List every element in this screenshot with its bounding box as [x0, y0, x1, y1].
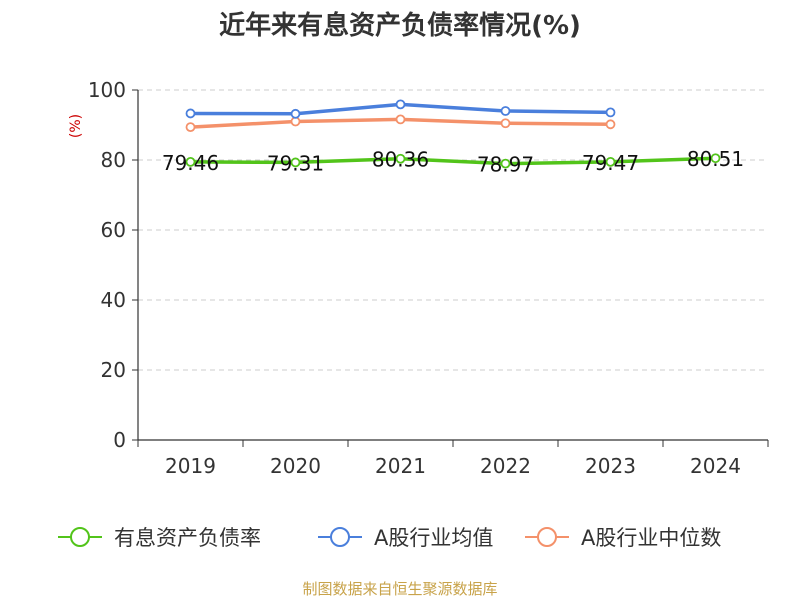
- data-label-2020: 79.31: [267, 151, 324, 175]
- series-2-point-2021: [395, 114, 406, 125]
- x-tick-label-2020: 2020: [270, 454, 321, 478]
- series-1-point-2022: [500, 106, 511, 116]
- x-tick-label-2019: 2019: [165, 454, 216, 478]
- legend: 有息资产负债率 A股行业均值 A股行业中位数: [58, 526, 721, 550]
- data-labels: 79.46 79.31 80.36 78.97 79.47 80.51: [162, 147, 744, 176]
- series-0-point-2024: [710, 153, 721, 164]
- series-2-point-2022: [500, 118, 511, 129]
- source-note: 制图数据来自恒生聚源数据库: [302, 580, 497, 598]
- x-tick-label-2024: 2024: [690, 454, 741, 478]
- series-2-point-2019: [185, 122, 196, 132]
- y-axis-ticks: 0 20 40 60 80 100: [88, 78, 138, 452]
- axes: [137, 90, 768, 441]
- x-tick-label-2023: 2023: [585, 454, 636, 478]
- chart-title: 近年来有息资产负债率情况(%): [219, 10, 581, 41]
- y-tick-label-80: 80: [101, 148, 126, 172]
- x-tick-label-2021: 2021: [375, 454, 426, 478]
- y-tick-label-0: 0: [113, 428, 126, 452]
- series-0-point-2020: [290, 157, 301, 168]
- legend-marker-0: [70, 527, 90, 547]
- series-0-point-2019: [185, 156, 196, 167]
- y-tick-label-60: 60: [101, 218, 126, 242]
- data-label-2021: 80.36: [372, 148, 429, 172]
- legend-label-0: 有息资产负债率: [114, 526, 261, 550]
- x-axis-ticks: 2019 2020 2021 2022 2023 2024: [137, 440, 769, 478]
- series-1-point-2023: [605, 107, 616, 118]
- y-tick-label-40: 40: [101, 288, 126, 312]
- series-line-0: [190, 156, 716, 166]
- y-tick-label-100: 100: [88, 78, 126, 102]
- data-label-2024: 80.51: [687, 147, 744, 171]
- legend-marker-1: [330, 527, 350, 547]
- x-tick-label-2022: 2022: [480, 454, 531, 478]
- series-0-point-2023: [605, 156, 616, 167]
- series-group: [185, 99, 721, 169]
- series-1-point-2020: [290, 108, 301, 119]
- legend-marker-2: [537, 527, 557, 547]
- y-axis-unit: (%): [68, 114, 84, 138]
- grid-lines: [138, 89, 768, 371]
- legend-label-2: A股行业中位数: [581, 526, 721, 550]
- series-0-point-2022: [500, 158, 511, 169]
- series-1-point-2021: [395, 99, 406, 110]
- legend-label-1: A股行业均值: [374, 526, 493, 550]
- y-tick-label-20: 20: [101, 358, 126, 382]
- data-label-2022: 78.97: [477, 153, 534, 177]
- series-2-point-2023: [605, 119, 616, 130]
- series-0-point-2021: [395, 153, 406, 164]
- data-label-2019: 79.46: [162, 151, 219, 175]
- data-label-2023: 79.47: [582, 151, 639, 175]
- series-1-point-2019: [185, 108, 196, 119]
